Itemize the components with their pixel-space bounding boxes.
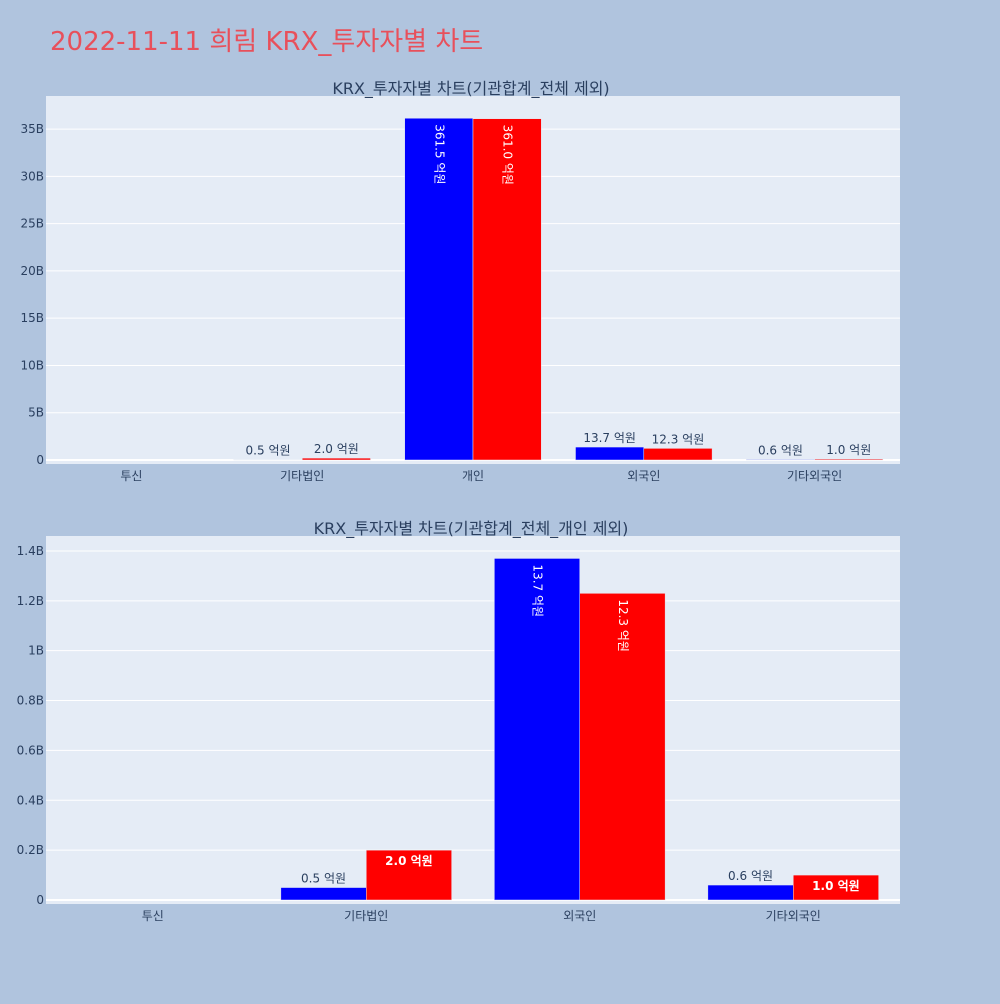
chart1-title: KRX_투자자별 차트(기관합계_전체 제외) (332, 79, 609, 99)
chart1-y-tick-label: 5B (28, 406, 44, 420)
chart1-x-tick-label: 투신 (120, 469, 142, 483)
chart2-x-tick-label: 투신 (142, 909, 164, 923)
chart2-data-label: 12.3 억원 (616, 599, 630, 652)
chart1-data-label: 1.0 억원 (826, 443, 871, 457)
chart2-bar-series1 (708, 885, 793, 900)
chart1-y-tick-label: 25B (20, 217, 44, 231)
chart2-y-tick-label: 1.4B (17, 544, 44, 558)
chart2-y-tick-label: 0.6B (17, 743, 44, 757)
chart2-x-tick-label: 외국인 (563, 909, 596, 923)
chart1-data-label: 0.6 억원 (758, 443, 803, 457)
chart1-bar-series1 (746, 459, 814, 460)
chart1-y-tick-label: 15B (20, 311, 44, 325)
chart1-x-tick-label: 개인 (462, 469, 484, 483)
chart1-bar-series2 (815, 459, 883, 460)
page-title: 2022-11-11 희림 KRX_투자자별 차트 (50, 27, 483, 57)
chart2-y-tick-label: 0.8B (17, 694, 44, 708)
chart1-x-tick-label: 외국인 (627, 469, 660, 483)
chart2-data-label: 2.0 억원 (385, 854, 433, 868)
chart1-y-tick-label: 0 (36, 453, 44, 467)
chart1-data-label: 2.0 억원 (314, 442, 359, 456)
chart1-data-label: 12.3 억원 (652, 432, 705, 446)
chart1-bar-series2 (302, 458, 370, 460)
chart1-data-label: 0.5 억원 (246, 444, 291, 458)
chart2-data-label: 0.5 억원 (301, 872, 346, 886)
chart2-y-tick-label: 1.2B (17, 594, 44, 608)
chart1-bar-series1 (575, 447, 643, 460)
chart2-plot-area (46, 536, 900, 904)
chart1-y-tick-label: 10B (20, 358, 44, 372)
chart2-y-tick-label: 1B (28, 644, 44, 658)
chart1-y-tick-label: 20B (20, 264, 44, 278)
chart2-y-tick-label: 0 (36, 893, 44, 907)
chart1-data-label: 361.5 억원 (432, 124, 446, 184)
chart1-x-tick-label: 기타외국인 (787, 469, 842, 483)
chart2-data-label: 1.0 억원 (812, 879, 860, 893)
chart1-data-label: 361.0 억원 (501, 125, 515, 185)
chart1-y-tick-label: 35B (20, 122, 44, 136)
chart2-y-tick-label: 0.2B (17, 843, 44, 857)
chart2-x-tick-label: 기타외국인 (766, 909, 821, 923)
chart1-y-tick-label: 30B (20, 169, 44, 183)
chart2-data-label: 13.7 억원 (531, 564, 545, 617)
chart2-y-tick-label: 0.4B (17, 793, 44, 807)
chart2-data-label: 0.6 억원 (728, 869, 773, 883)
chart1-bar-series2 (644, 448, 712, 460)
chart1-x-tick-label: 기타법인 (280, 469, 324, 483)
chart1-data-label: 13.7 억원 (583, 431, 636, 445)
chart2-title: KRX_투자자별 차트(기관합계_전체_개인 제외) (314, 519, 629, 539)
chart2-x-tick-label: 기타법인 (344, 909, 388, 923)
chart2-bar-series1 (281, 888, 366, 900)
